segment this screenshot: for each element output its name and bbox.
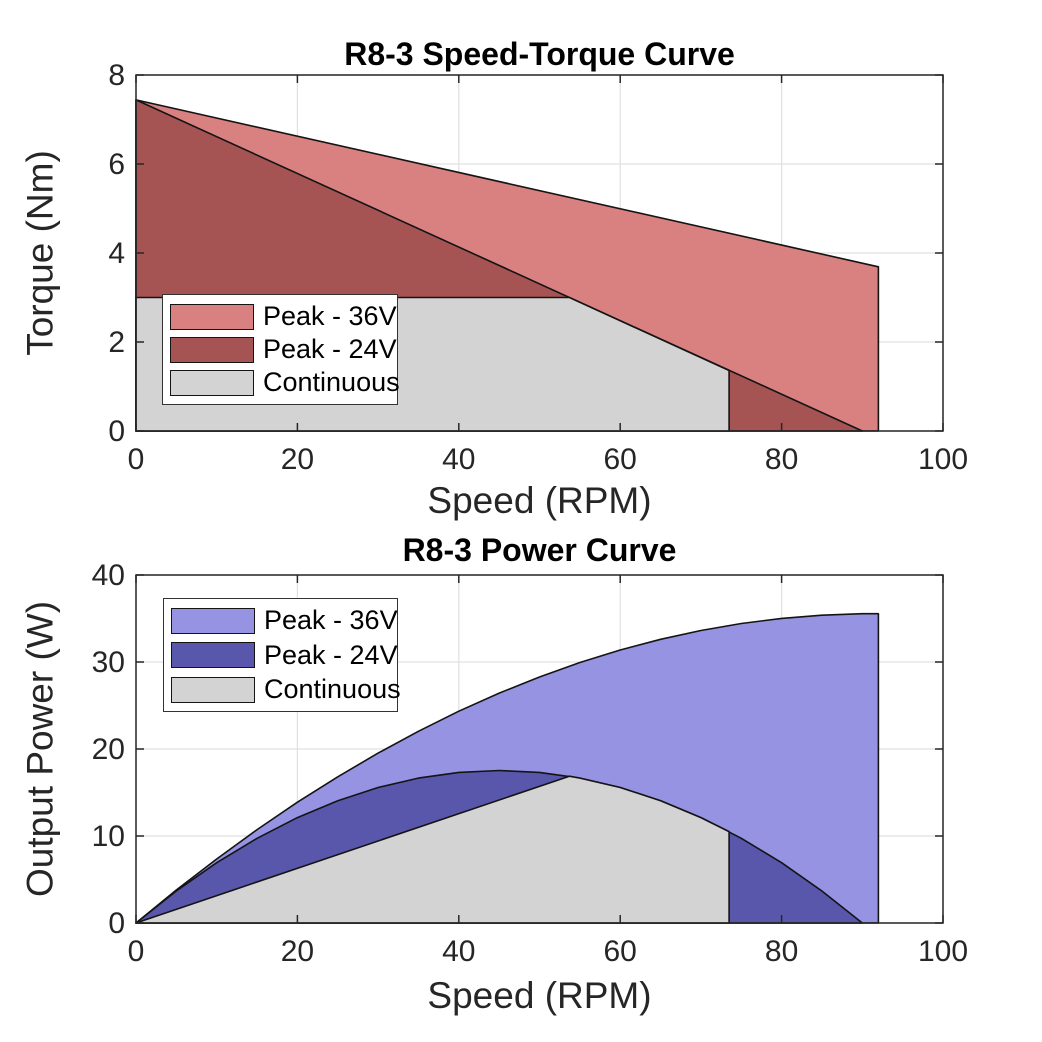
r8-3-power-curve-x-tick-label: 20	[281, 935, 314, 968]
torque-y-axis-label: Torque (Nm)	[19, 150, 61, 356]
r8-3-speed-torque-curve-x-tick-label: 20	[281, 443, 314, 476]
legend-item-peak-24v: Peak - 24V	[170, 336, 397, 363]
power-y-axis-label: Output Power (W)	[19, 600, 61, 898]
r8-3-speed-torque-curve-x-tick-label: 100	[918, 443, 968, 476]
legend-label: Peak - 36V	[263, 301, 397, 331]
r8-3-speed-torque-curve-x-tick-label: 40	[442, 443, 475, 476]
legend-item-continuous: Continuous	[171, 676, 401, 703]
r8-3-speed-torque-curve-y-tick-label: 0	[108, 415, 125, 448]
r8-3-power-curve-y-tick-label: 10	[92, 820, 125, 853]
legend-swatch-peak-24v	[170, 336, 254, 363]
power-x-axis-label: Speed (RPM)	[427, 975, 652, 1016]
r8-3-power-curve-x-tick-label: 0	[128, 935, 145, 968]
legend-item-continuous: Continuous	[170, 369, 400, 396]
legend-label: Peak - 36V	[264, 605, 398, 635]
r8-3-speed-torque-curve-x-tick-label: 60	[604, 443, 637, 476]
r8-3-speed-torque-curve-y-tick-label: 6	[108, 148, 125, 181]
legend-item-peak-36v: Peak - 36V	[171, 607, 398, 634]
power-legend: Peak - 36V Peak - 24V Continuous	[163, 598, 401, 712]
r8-3-speed-torque-curve-x-tick-label: 80	[765, 443, 798, 476]
legend-label: Peak - 24V	[264, 639, 398, 670]
r8-3-speed-torque-curve-y-tick-label: 4	[108, 237, 125, 270]
r8-3-power-curve-x-tick-label: 60	[604, 935, 637, 968]
r8-3-power-curve-x-tick-label: 80	[765, 935, 798, 968]
legend-label: Continuous	[263, 367, 400, 397]
r8-3-power-curve-continuous-area	[135, 775, 730, 924]
legend-swatch-peak-24v	[171, 642, 255, 668]
legend-label: Peak - 24V	[263, 334, 397, 364]
r8-3-speed-torque-curve-y-tick-label: 2	[108, 326, 125, 359]
legend-swatch-peak-36v	[171, 607, 255, 634]
r8-3-power-curve-x-tick-label: 100	[918, 935, 968, 968]
r8-3-power-curve-y-tick-label: 20	[92, 733, 125, 766]
r8-3-power-curve-y-tick-label: 40	[92, 559, 125, 592]
r8-3-power-curve-y-tick-label: 30	[92, 646, 125, 679]
legend-swatch-continuous	[171, 676, 255, 703]
torque-x-axis-label: Speed (RPM)	[427, 480, 652, 521]
legend-swatch-continuous	[170, 369, 254, 396]
legend-label: Continuous	[264, 674, 401, 704]
power-chart-title: R8-3 Power Curve	[402, 532, 677, 568]
legend-swatch-peak-36v	[170, 303, 254, 330]
legend-item-peak-36v: Peak - 36V	[170, 303, 397, 330]
r8-3-power-curve-x-tick-label: 40	[442, 935, 475, 968]
r8-3-speed-torque-curve-x-tick-label: 0	[128, 443, 145, 476]
legend-item-peak-24v: Peak - 24V	[171, 641, 398, 669]
torque-chart-title: R8-3 Speed-Torque Curve	[344, 36, 735, 72]
r8-3-speed-torque-curve-y-tick-label: 8	[108, 59, 125, 92]
r8-3-power-curve-y-tick-label: 0	[108, 907, 125, 940]
torque-legend: Peak - 36V Peak - 24V Continuous	[162, 294, 400, 405]
